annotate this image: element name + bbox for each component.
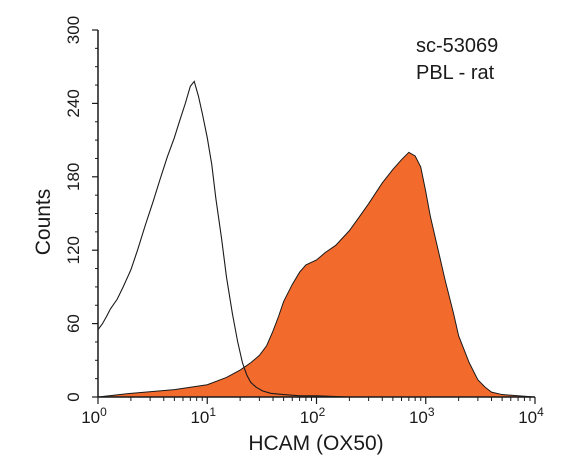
y-tick-label-300: 300 bbox=[64, 16, 83, 44]
y-tick-label-240: 240 bbox=[64, 89, 83, 117]
x-tick-label-1e0: 100 bbox=[81, 405, 107, 427]
x-tick-label-1e4: 104 bbox=[518, 405, 544, 427]
annotation-sample: PBL - rat bbox=[416, 62, 495, 84]
y-tick-label-60: 60 bbox=[64, 314, 83, 333]
axes: 0 60 120 180 240 300 100 101 102 103 104 bbox=[64, 16, 544, 427]
y-tick-label-120: 120 bbox=[64, 236, 83, 264]
x-tick-label-1e3: 103 bbox=[409, 405, 435, 427]
histogram-outline-series bbox=[97, 80, 535, 398]
labels: HCAM (OX50) Counts sc-53069 PBL - rat bbox=[32, 35, 498, 455]
y-axis-title: Counts bbox=[32, 189, 55, 256]
plot-area bbox=[97, 80, 536, 398]
x-axis-title: HCAM (OX50) bbox=[248, 432, 383, 455]
histogram-filled-series bbox=[97, 151, 536, 398]
y-tick-label-0: 0 bbox=[64, 392, 83, 401]
x-tick-label-1e2: 102 bbox=[300, 405, 326, 427]
y-tick-label-180: 180 bbox=[64, 163, 83, 191]
annotation-catalog-number: sc-53069 bbox=[416, 35, 498, 57]
x-tick-label-1e1: 101 bbox=[190, 405, 216, 427]
